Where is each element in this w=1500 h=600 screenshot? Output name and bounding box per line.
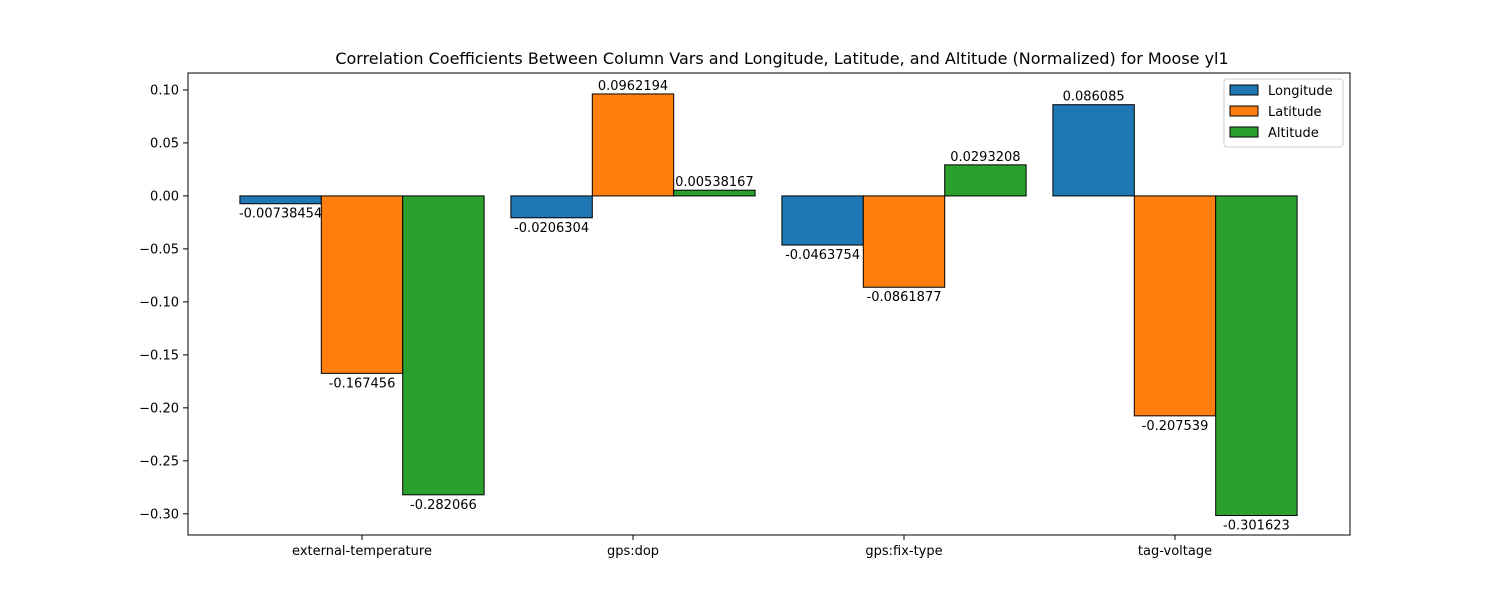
value-label-latitude-1: 0.0962194: [598, 79, 668, 94]
y-tick-label: 0.10: [150, 83, 179, 98]
legend-swatch-altitude: [1229, 126, 1259, 138]
legend-label-latitude: Latitude: [1268, 105, 1322, 120]
y-tick-label: 0.05: [150, 136, 179, 151]
y-tick-label: −0.25: [139, 454, 179, 469]
bar-longitude-0: [239, 195, 322, 205]
bar-longitude-2: [781, 195, 864, 246]
y-axis: 0.10 0.05 0.00 −0.05 −0.10 −0.15 −0.20 −0.25 −0.…: [139, 83, 188, 522]
value-label-latitude-2: -0.0861877: [867, 290, 942, 305]
bar-longitude-3: [1052, 104, 1135, 197]
legend-label-longitude: Longitude: [1268, 84, 1333, 99]
legend-swatch-latitude: [1229, 105, 1259, 117]
bar-altitude-0: [402, 195, 485, 496]
value-label-longitude-2: -0.0463754: [785, 248, 860, 263]
bar-altitude-2: [944, 164, 1027, 197]
bar-latitude-2: [862, 195, 946, 288]
x-axis: external-temperature gps:dop gps:fix-type t…: [292, 535, 1212, 559]
bar-longitude-1: [510, 195, 593, 219]
bar-altitude-3: [1215, 195, 1298, 517]
x-tick-label: gps:dop: [607, 544, 659, 559]
value-label-latitude-3: -0.207539: [1142, 419, 1209, 434]
legend-label-altitude: Altitude: [1268, 126, 1319, 141]
y-tick-label: −0.05: [139, 242, 179, 257]
x-tick-label: external-temperature: [292, 544, 432, 559]
x-tick-label: gps:fix-type: [865, 544, 942, 559]
x-tick-label: tag-voltage: [1138, 544, 1212, 559]
y-tick-label: −0.10: [139, 295, 179, 310]
value-label-altitude-2: 0.0293208: [950, 150, 1020, 165]
bar-latitude-0: [320, 195, 404, 374]
value-label-altitude-1: 0.00538167: [675, 175, 754, 190]
value-label-longitude-0: -0.00738454: [239, 207, 322, 222]
bars-layer: [239, 93, 1298, 517]
y-tick-label: −0.15: [139, 348, 179, 363]
bar-altitude-1: [673, 189, 756, 197]
bar-latitude-1: [591, 93, 675, 197]
value-label-longitude-3: 0.086085: [1063, 90, 1125, 105]
value-label-altitude-0: -0.282066: [410, 498, 477, 513]
legend-swatch-longitude: [1229, 84, 1259, 96]
value-label-longitude-1: -0.0206304: [514, 221, 589, 236]
value-label-altitude-3: -0.301623: [1223, 519, 1290, 534]
y-tick-label: −0.20: [139, 401, 179, 416]
plot-frame: [187, 72, 1351, 536]
value-label-latitude-0: -0.167456: [329, 376, 396, 391]
y-tick-label: −0.30: [139, 507, 179, 522]
legend: Longitude Latitude Altitude: [1223, 78, 1344, 148]
y-tick-label: 0.00: [150, 189, 179, 204]
chart-title: Correlation Coefficients Between Column …: [335, 49, 1228, 68]
bar-latitude-3: [1133, 195, 1217, 417]
value-labels-layer: -0.00738454 -0.167456 -0.282066 -0.0206304 0…: [239, 79, 1290, 534]
